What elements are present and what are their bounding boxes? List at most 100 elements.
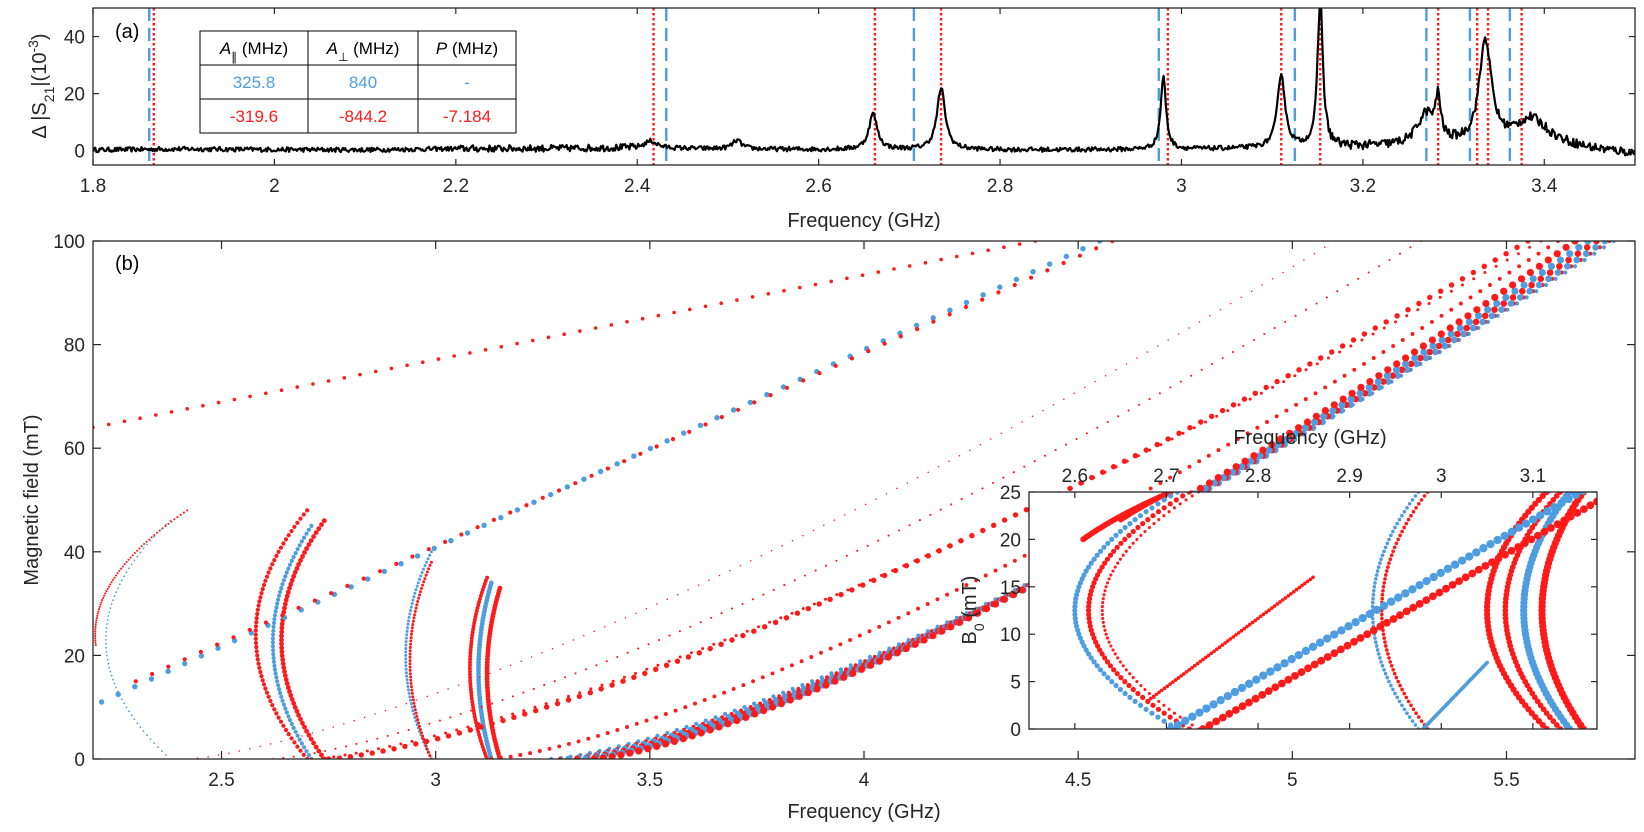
data-point: [291, 573, 297, 579]
data-point: [893, 649, 901, 657]
data-point: [1054, 449, 1057, 452]
data-point: [916, 606, 920, 611]
data-point: [1113, 682, 1119, 689]
data-point: [1192, 426, 1196, 430]
data-point: [1429, 592, 1437, 601]
data-point: [1138, 403, 1141, 406]
data-point: [287, 562, 293, 567]
data-point: [697, 584, 700, 586]
data-point: [1165, 684, 1170, 689]
data-point: [1402, 509, 1407, 514]
data-point: [294, 708, 300, 714]
data-point: [478, 738, 483, 743]
data-point: [1455, 577, 1463, 585]
data-point: [1277, 435, 1285, 443]
data-point: [1155, 714, 1161, 720]
data-point: [1573, 509, 1582, 517]
data-point: [95, 619, 98, 622]
data-point: [1124, 549, 1128, 553]
data-point: [802, 534, 804, 537]
data-point: [600, 683, 604, 687]
data-point: [993, 568, 998, 573]
data-point: [271, 628, 276, 633]
data-point: [291, 701, 297, 706]
data-point: [1176, 430, 1182, 436]
data-point: [715, 723, 723, 731]
data-point: [1389, 533, 1393, 538]
data-point: [231, 635, 236, 640]
data-point: [1165, 436, 1171, 442]
data-point: [1099, 564, 1105, 570]
data-point: [138, 547, 141, 550]
data-point: [1072, 600, 1078, 606]
data-point: [1409, 246, 1412, 249]
data-point: [342, 376, 347, 380]
data-point: [1420, 326, 1425, 330]
data-point: [1223, 691, 1232, 701]
data-point: [381, 568, 387, 575]
data-point: [131, 554, 134, 557]
data-point: [1109, 644, 1113, 648]
data-point: [1107, 663, 1114, 669]
data-point: [564, 484, 570, 490]
data-point: [216, 400, 221, 405]
data-point: [289, 721, 294, 727]
data-point: [1557, 498, 1566, 508]
data-point: [1311, 575, 1315, 580]
data-point: [906, 482, 909, 484]
data-point: [1126, 532, 1132, 539]
data-point: [256, 603, 261, 608]
data-point: [1259, 671, 1268, 680]
data-point: [1103, 628, 1107, 632]
data-point: [294, 566, 300, 571]
data-point: [1381, 584, 1386, 589]
data-point: [719, 415, 724, 420]
data-point: [1380, 596, 1385, 601]
data-point: [475, 726, 480, 731]
data-point: [665, 730, 670, 736]
data-point: [1411, 707, 1416, 712]
data-point: [1237, 683, 1247, 693]
data-point: [1535, 262, 1543, 270]
data-point: [1211, 362, 1214, 365]
data-point: [1553, 493, 1560, 499]
data-point: [1422, 596, 1431, 604]
data-point: [128, 710, 130, 713]
data-point: [332, 726, 335, 728]
data-point: [790, 611, 794, 615]
y-tick-label: 20: [64, 646, 85, 667]
data-point: [263, 578, 268, 583]
data-point: [801, 378, 806, 383]
data-point: [1384, 366, 1392, 374]
data-point: [804, 574, 807, 577]
data-point: [780, 667, 785, 672]
data-point: [1116, 656, 1120, 660]
data-point: [474, 612, 479, 616]
data-point: [838, 591, 844, 598]
y-tick-label: 60: [64, 439, 85, 460]
data-point: [1085, 432, 1088, 435]
data-point: [1379, 601, 1389, 610]
data-point: [1003, 592, 1008, 597]
data-point: [332, 755, 336, 759]
data-point: [470, 709, 473, 712]
data-point: [186, 509, 189, 512]
data-point: [475, 605, 480, 610]
data-point: [123, 702, 125, 705]
data-point: [420, 586, 423, 590]
data-point: [1400, 338, 1405, 342]
data-point: [1458, 301, 1463, 306]
data-point: [1091, 635, 1097, 641]
data-point: [409, 678, 413, 682]
data-point: [1072, 604, 1078, 610]
data-point: [106, 619, 109, 621]
data-point: [1178, 715, 1182, 719]
data-point: [1356, 634, 1365, 642]
data-point: [1268, 441, 1276, 449]
data-point: [253, 624, 259, 629]
data-point: [198, 653, 205, 659]
data-point: [146, 543, 148, 546]
data-point: [958, 539, 962, 543]
data-point: [1069, 486, 1073, 490]
data-point: [483, 578, 488, 583]
